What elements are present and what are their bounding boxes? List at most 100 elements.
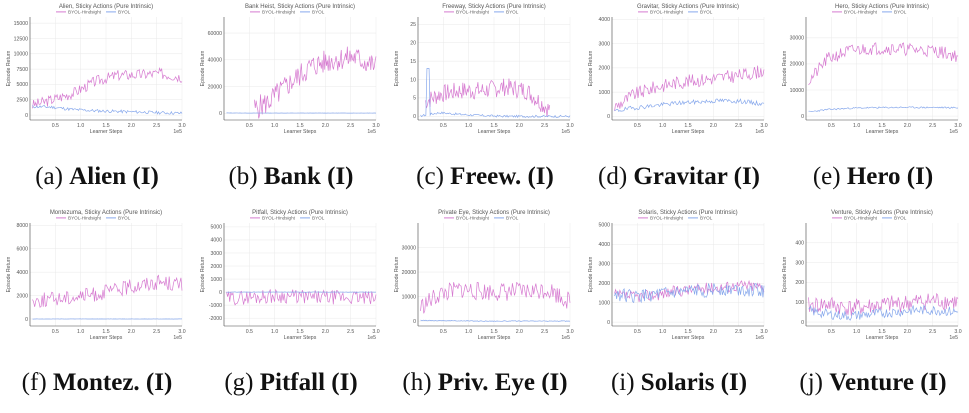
x-tick-label: 1.0 <box>853 329 860 335</box>
x-tick-label: 2.0 <box>516 329 523 335</box>
x-tick-label: 1.0 <box>271 329 278 335</box>
x-tick-label: 1.0 <box>853 123 860 129</box>
y-tick-label: 12500 <box>14 36 29 42</box>
y-tick-label: 0 <box>801 320 804 326</box>
y-tick-label: 5000 <box>210 225 222 231</box>
caption-name: Priv. Eye (I) <box>437 369 568 396</box>
caption-name: Freew. (I) <box>450 163 554 190</box>
y-tick-label: 30000 <box>402 245 417 251</box>
subplot-caption: (f) Montez. (I) <box>0 369 194 397</box>
x-tick-label: 2.5 <box>347 123 354 129</box>
x-tick-label: 0.5 <box>440 123 447 129</box>
chart-title: Gravitar, Sticky Actions (Pure Intrinsic… <box>637 4 739 10</box>
y-tick-label: 200 <box>795 280 804 286</box>
y-tick-label: 0 <box>607 114 610 120</box>
x-tick-label: 0.5 <box>52 123 59 129</box>
chart-title: Alien, Sticky Actions (Pure Intrinsic) <box>59 4 153 10</box>
y-axis-label: Episode Return <box>394 257 400 293</box>
y-tick-label: 1000 <box>210 277 222 283</box>
x-tick-label: 1.5 <box>296 329 303 335</box>
series-line-byol <box>808 304 959 321</box>
series-line-hindsight <box>226 288 377 306</box>
x-tick-label: 2.5 <box>929 329 936 335</box>
series-line-byol <box>420 68 571 119</box>
x-exponent-label: 1e5 <box>367 335 376 341</box>
subplot-caption: (a) Alien (I) <box>0 163 194 191</box>
series-line-hindsight <box>808 292 959 316</box>
y-tick-label: 0 <box>607 320 610 326</box>
caption-name: Montez. (I) <box>52 369 173 396</box>
legend-label-byol: BYOL <box>894 10 907 15</box>
legend-label-byol: BYOL <box>894 216 907 221</box>
y-tick-label: 2000 <box>598 66 610 72</box>
x-tick-label: 0.5 <box>634 123 641 129</box>
chart-title: Pitfall, Sticky Actions (Pure Intrinsic) <box>252 210 348 216</box>
x-tick-label: 0.5 <box>634 329 641 335</box>
y-tick-label: 4000 <box>16 270 28 276</box>
y-tick-label: 3000 <box>598 41 610 47</box>
x-tick-label: 2.5 <box>735 123 742 129</box>
x-tick-label: 2.0 <box>904 123 911 129</box>
caption-letter: (c) <box>416 163 451 190</box>
x-tick-label: 1.0 <box>659 329 666 335</box>
x-tick-label: 2.0 <box>128 123 135 129</box>
legend-label-hindsight: BYOL-Hindsight <box>650 216 684 221</box>
x-tick-label: 2.5 <box>347 329 354 335</box>
y-axis-label: Episode Return <box>200 257 206 293</box>
x-tick-label: 0.5 <box>246 329 253 335</box>
x-axis-label: Learner Steps <box>478 335 511 341</box>
x-tick-label: 0.5 <box>828 329 835 335</box>
y-tick-label: 3000 <box>210 251 222 257</box>
y-tick-label: 40000 <box>208 58 223 64</box>
subplot-3: Freeway, Sticky Actions (Pure Intrinsic)… <box>388 0 582 206</box>
series-line-hindsight <box>32 66 183 109</box>
legend-label-hindsight: BYOL-Hindsight <box>262 10 296 15</box>
x-tick-label: 2.5 <box>541 329 548 335</box>
legend-label-hindsight: BYOL-Hindsight <box>650 10 684 15</box>
legend-label-byol: BYOL <box>118 216 131 221</box>
legend-label-byol: BYOL <box>506 216 519 221</box>
x-axis-label: Learner Steps <box>672 129 705 135</box>
subplot-caption: (c) Freew. (I) <box>388 163 582 191</box>
y-tick-label: 0 <box>801 114 804 120</box>
x-tick-label: 1.0 <box>465 123 472 129</box>
y-tick-label: 20000 <box>208 84 223 90</box>
legend-label-byol: BYOL <box>118 10 131 15</box>
caption-letter: (i) <box>610 369 641 396</box>
legend-label-hindsight: BYOL-Hindsight <box>68 216 102 221</box>
plot-svg: Pitfall, Sticky Actions (Pure Intrinsic)… <box>200 210 380 341</box>
caption-name: Bank (I) <box>263 163 354 190</box>
caption-name: Solaris (I) <box>640 369 748 396</box>
subplot-caption: (j) Venture (I) <box>776 369 969 397</box>
plot-svg: Bank Heist, Sticky Actions (Pure Intrins… <box>200 4 380 135</box>
y-tick-label: 20000 <box>402 270 417 276</box>
y-tick-label: 5000 <box>598 223 610 229</box>
caption-name: Gravitar (I) <box>633 163 760 190</box>
x-exponent-label: 1e5 <box>949 335 958 341</box>
y-tick-label: 8000 <box>16 223 28 229</box>
x-axis-label: Learner Steps <box>478 129 511 135</box>
legend-label-hindsight: BYOL-Hindsight <box>844 10 878 15</box>
y-tick-label: 5 <box>413 96 416 102</box>
legend-label-hindsight: BYOL-Hindsight <box>456 216 490 221</box>
series-line-hindsight <box>614 279 765 303</box>
chart-title: Solaris, Sticky Actions (Pure Intrinsic) <box>638 210 737 216</box>
y-tick-label: 10000 <box>402 294 417 300</box>
series-line-byol <box>614 98 765 112</box>
x-axis-label: Learner Steps <box>90 335 123 341</box>
subplot-5: Hero, Sticky Actions (Pure Intrinsic) BYO… <box>776 0 969 206</box>
plot-svg: Hero, Sticky Actions (Pure Intrinsic)BYO… <box>782 4 962 135</box>
legend-label-hindsight: BYOL-Hindsight <box>844 216 878 221</box>
y-tick-label: 20 <box>410 41 416 47</box>
y-tick-label: 10 <box>410 77 416 83</box>
y-tick-label: 60000 <box>208 31 223 37</box>
series-line-hindsight <box>420 281 571 314</box>
y-tick-label: 1000 <box>598 300 610 306</box>
y-tick-label: 0 <box>219 111 222 117</box>
y-axis-label: Episode Return <box>588 257 594 293</box>
y-tick-label: 25 <box>410 22 416 28</box>
y-tick-label: 5000 <box>16 82 28 88</box>
x-exponent-label: 1e5 <box>755 335 764 341</box>
subplot-caption: (g) Pitfall (I) <box>194 369 388 397</box>
y-tick-label: 400 <box>795 241 804 247</box>
